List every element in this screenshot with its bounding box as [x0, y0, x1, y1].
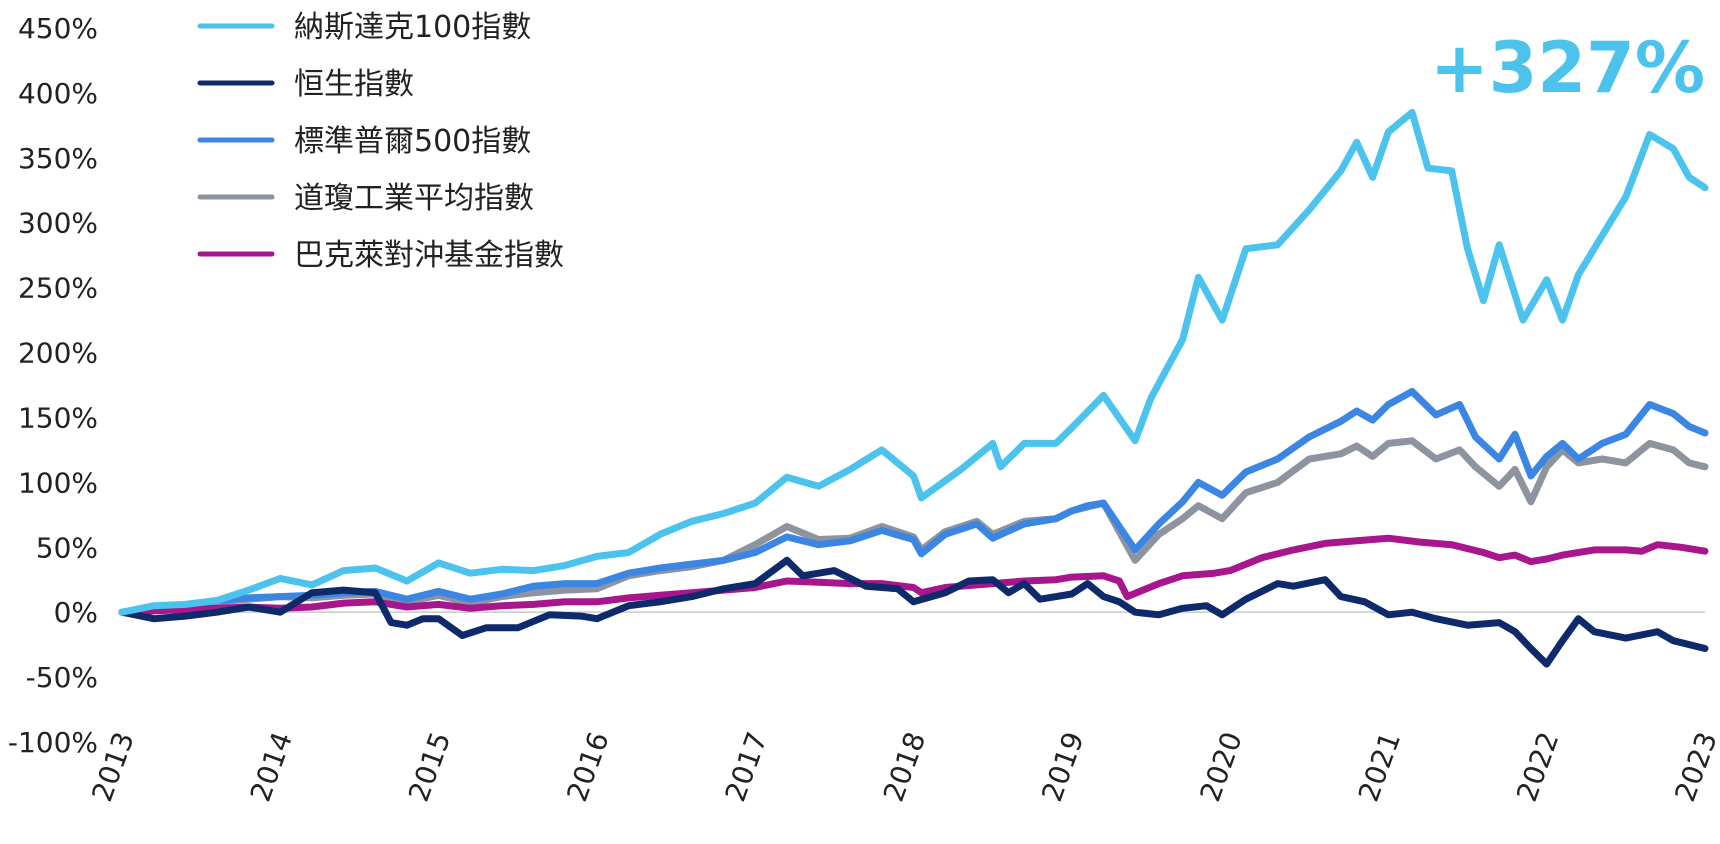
series-line-0 [118, 108, 1709, 616]
legend-label: 巴克萊對沖基金指數 [294, 238, 564, 273]
y-tick-label: -100% [8, 726, 98, 759]
y-tick-label: -50% [26, 661, 98, 694]
y-tick-label: 0% [54, 596, 98, 629]
series-line-2 [118, 388, 1709, 616]
series-line-1 [118, 556, 1709, 668]
y-tick-label: 450% [18, 12, 98, 45]
x-tick-label: 2014 [244, 728, 299, 806]
series-lines [118, 108, 1709, 668]
x-tick-label: 2022 [1510, 728, 1565, 806]
x-tick-label: 2016 [560, 728, 615, 806]
legend-label: 標準普爾500指數 [294, 124, 531, 159]
x-tick-label: 2023 [1668, 728, 1720, 806]
y-tick-label: 150% [18, 401, 98, 434]
y-tick-label: 400% [18, 77, 98, 110]
y-tick-label: 200% [18, 337, 98, 370]
x-tick-label: 2015 [402, 728, 457, 806]
x-tick-label: 2018 [877, 728, 932, 806]
y-tick-label: 50% [36, 531, 98, 564]
x-tick-label: 2020 [1193, 728, 1248, 806]
y-tick-label: 350% [18, 142, 98, 175]
legend-label: 道瓊工業平均指數 [294, 181, 534, 216]
y-tick-label: 300% [18, 207, 98, 240]
x-tick-label: 2017 [719, 728, 774, 806]
y-tick-label: 100% [18, 466, 98, 499]
x-tick-label: 2021 [1352, 728, 1407, 806]
x-tick-label: 2019 [1035, 728, 1090, 806]
nasdaq-return-callout: +327% [1430, 27, 1705, 109]
y-tick-label: 250% [18, 272, 98, 305]
y-axis: 450% 400% 350% 300% 250% 200% 150% 100% 50% 0% -50… [8, 12, 98, 759]
legend-label: 納斯達克100指數 [294, 10, 531, 45]
x-axis: 2013 2014 2015 2016 2017 2018 2019 2020 2021 2022… [85, 728, 1720, 806]
legend-label: 恒生指數 [294, 67, 414, 102]
